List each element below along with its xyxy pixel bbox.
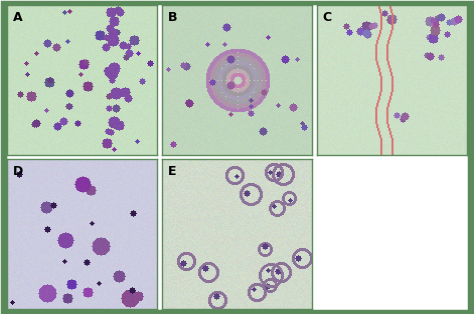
Text: A: A <box>13 11 23 24</box>
Text: C: C <box>323 11 332 24</box>
Text: D: D <box>13 165 23 178</box>
Text: B: B <box>168 11 177 24</box>
Text: E: E <box>168 165 176 178</box>
